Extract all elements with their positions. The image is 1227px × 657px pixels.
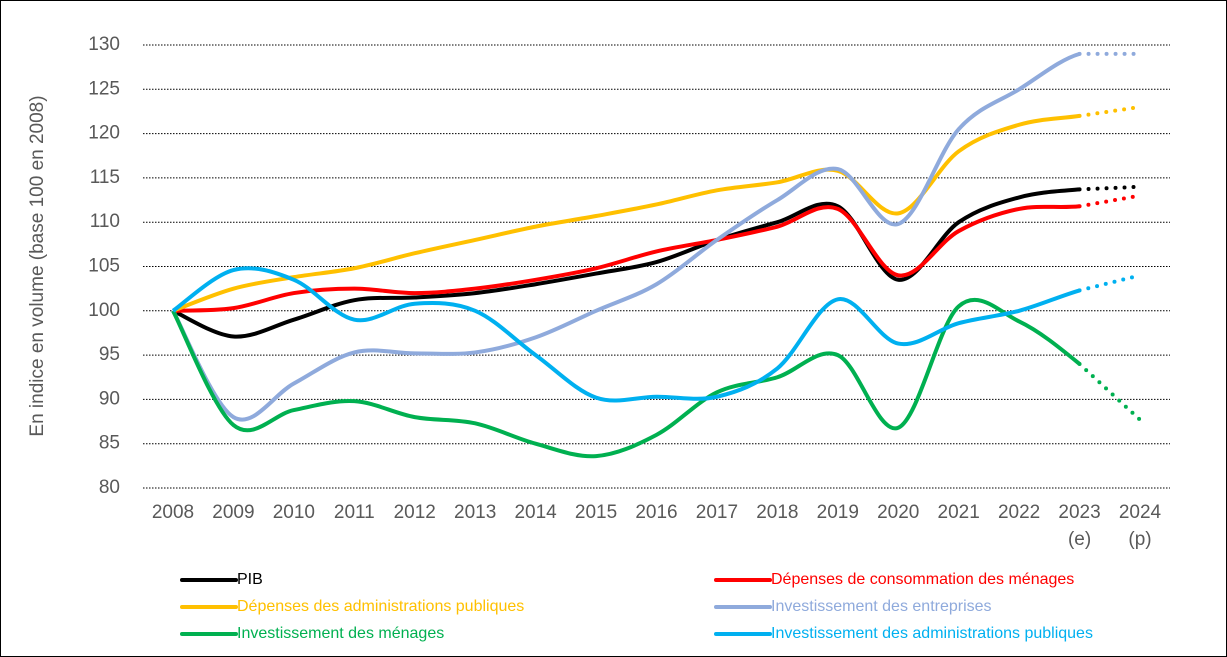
series-line [172, 113, 1080, 313]
legend-label: PIB [237, 571, 263, 588]
x-tick-label: 2015 [575, 502, 617, 523]
y-tick-label: 95 [99, 344, 120, 365]
x-tick-label: 2014 [514, 502, 557, 523]
legend-label: Investissement des entreprises [771, 598, 992, 615]
series-forecast [1077, 184, 1142, 192]
x-tick-label: 2018 [756, 502, 798, 523]
series-line [171, 51, 1081, 422]
x-tick-label: 2024 (p) [1119, 502, 1162, 550]
series-forecast [1077, 273, 1142, 293]
x-tick-label: 2012 [394, 502, 436, 523]
x-tick-label: 2023 (e) [1058, 502, 1100, 550]
y-tick-label: 110 [90, 211, 120, 232]
y-tick-label: 100 [88, 300, 120, 321]
y-tick-label: 115 [90, 167, 120, 188]
legend-label: Investissement des ménages [237, 625, 444, 642]
legend-label: Investissement des administrations publi… [771, 625, 1093, 642]
x-tick-label: 2020 [877, 502, 919, 523]
x-tick-label: 2008 [152, 502, 194, 523]
x-tick-label: 2017 [696, 502, 738, 523]
y-tick-label: 105 [88, 256, 120, 277]
x-tick-label: 2019 [817, 502, 859, 523]
series-line [172, 204, 1080, 313]
x-tick-label: 2016 [635, 502, 677, 523]
x-tick-label: 2022 [998, 502, 1040, 523]
y-tick-label: 80 [99, 477, 120, 498]
x-tick-label: 2009 [212, 502, 254, 523]
x-tick-label: 2021 [938, 502, 980, 523]
legend-label: Dépenses des administrations publiques [237, 598, 524, 615]
y-tick-label: 85 [99, 433, 120, 454]
x-tick-label: 2013 [454, 502, 496, 523]
y-tick-label: 90 [99, 388, 120, 409]
x-tick-label: 2010 [273, 502, 315, 523]
legend-label: Dépenses de consommation des ménages [771, 571, 1074, 588]
y-axis-label: En indice en volume (base 100 en 2008) [27, 95, 48, 436]
y-tick-label: 130 [88, 34, 120, 55]
y-tick-label: 125 [88, 78, 120, 99]
x-tick-label: 2011 [334, 502, 375, 523]
series-forecast [1077, 105, 1142, 118]
series-line [171, 266, 1081, 403]
series-forecast [1077, 193, 1142, 209]
y-tick-label: 120 [88, 123, 120, 144]
series-line [171, 298, 1081, 459]
